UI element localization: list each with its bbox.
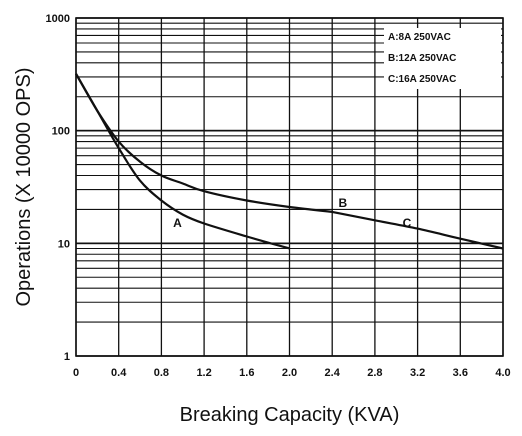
legend-item-a: A:8A 250VAC: [388, 32, 451, 43]
series-lines: [75, 73, 504, 250]
x-tick-label: 1.2: [196, 367, 211, 379]
x-tick-label: 0.4: [111, 367, 127, 379]
series-line-a: [75, 73, 290, 250]
series-label-c: C: [403, 216, 412, 230]
y-tick-label: 1: [64, 351, 70, 363]
x-tick-labels: 0 0.4 0.8 1.2 1.6 2.0 2.4 2.8 3.2 3.6 4.0: [73, 367, 511, 379]
legend-item-c: C:16A 250VAC: [388, 74, 456, 85]
x-tick-label: 3.2: [410, 367, 425, 379]
legend-item-b: B:12A 250VAC: [388, 53, 456, 64]
x-tick-label: 0.8: [154, 367, 169, 379]
plot-frame: [75, 17, 504, 357]
y-axis-title: Operations (X 10000 OPS): [13, 67, 35, 306]
x-axis-title: Breaking Capacity (KVA): [180, 404, 400, 426]
series-label-b: B: [339, 196, 348, 210]
legend-background: [384, 28, 501, 89]
y-tick-label: 100: [52, 126, 70, 138]
series-label-a: A: [173, 216, 182, 230]
x-tick-label: 2.4: [325, 367, 341, 379]
x-tick-label: 3.6: [453, 367, 468, 379]
legend: A:8A 250VAC B:12A 250VAC C:16A 250VAC: [384, 28, 501, 89]
x-tick-label: 2.8: [367, 367, 382, 379]
y-tick-label: 1000: [46, 13, 70, 25]
x-tick-label: 1.6: [239, 367, 254, 379]
y-tick-label: 10: [58, 238, 70, 250]
x-tick-label: 2.0: [282, 367, 297, 379]
series-line-b: [75, 73, 333, 213]
series-line-c: [331, 210, 504, 250]
x-tick-label: 4.0: [495, 367, 510, 379]
y-tick-labels: 1 10 100 1000: [46, 13, 70, 363]
series-labels: A B C: [173, 196, 412, 230]
x-tick-label: 0: [73, 367, 79, 379]
